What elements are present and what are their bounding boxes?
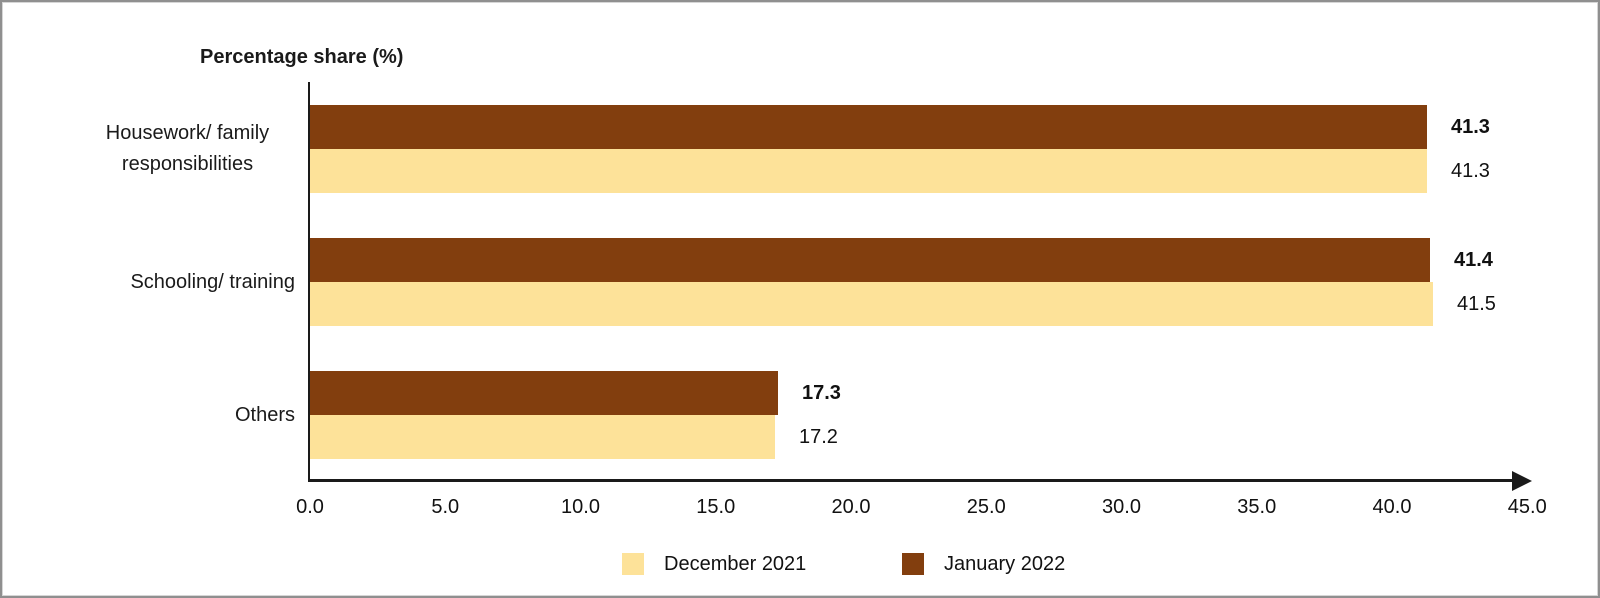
x-tick-30-0: 30.0 bbox=[1102, 496, 1141, 518]
bar-january-2022-others bbox=[310, 371, 778, 415]
legend-swatch-december-2021 bbox=[622, 553, 644, 575]
legend-label: December 2021 bbox=[664, 552, 807, 575]
value-label-january-2022-housework-family-responsibilities: 41.3 bbox=[1451, 115, 1490, 138]
x-tick-10-0: 10.0 bbox=[561, 496, 600, 518]
bar-december-2021-housework-family-responsibilities bbox=[310, 149, 1427, 193]
x-tick-40-0: 40.0 bbox=[1372, 496, 1412, 518]
x-axis-arrow-icon bbox=[1512, 471, 1532, 491]
value-label-january-2022-schooling-training: 41.4 bbox=[1454, 248, 1493, 271]
category-label-schooling-training: Schooling/ training bbox=[130, 270, 295, 293]
x-tick-15-0: 15.0 bbox=[696, 496, 736, 518]
value-label-january-2022-others: 17.3 bbox=[802, 381, 841, 404]
legend-item-january-2022: January 2022 bbox=[902, 552, 1065, 576]
legend: December 2021 January 2022 bbox=[2, 552, 1598, 578]
x-tick-35-0: 35.0 bbox=[1237, 496, 1277, 518]
x-tick-25-0: 25.0 bbox=[966, 496, 1006, 518]
category-label-others: Others bbox=[234, 403, 295, 426]
bar-december-2021-others bbox=[310, 415, 775, 459]
chart-title: Percentage share (%) bbox=[200, 46, 404, 68]
x-tick-0-0: 0.0 bbox=[296, 496, 324, 518]
legend-item-december-2021: December 2021 bbox=[622, 552, 806, 576]
category-label-housework-family-responsibilities: Housework/ family responsibilities bbox=[105, 122, 270, 175]
bar-january-2022-schooling-training bbox=[310, 238, 1430, 282]
value-label-december-2021-housework-family-responsibilities: 41.3 bbox=[1451, 159, 1490, 182]
legend-swatch-january-2022 bbox=[902, 553, 924, 575]
y-axis-line bbox=[308, 82, 310, 481]
x-tick-45-0: 45.0 bbox=[1507, 496, 1547, 518]
x-tick-20-0: 20.0 bbox=[831, 496, 871, 518]
x-tick-5-0: 5.0 bbox=[431, 496, 460, 518]
value-label-december-2021-others: 17.2 bbox=[799, 425, 838, 448]
bar-december-2021-schooling-training bbox=[310, 282, 1433, 326]
legend-label: January 2022 bbox=[944, 552, 1066, 575]
x-axis-line bbox=[308, 479, 1514, 482]
value-label-december-2021-schooling-training: 41.5 bbox=[1457, 292, 1496, 315]
bar-january-2022-housework-family-responsibilities bbox=[310, 105, 1427, 149]
